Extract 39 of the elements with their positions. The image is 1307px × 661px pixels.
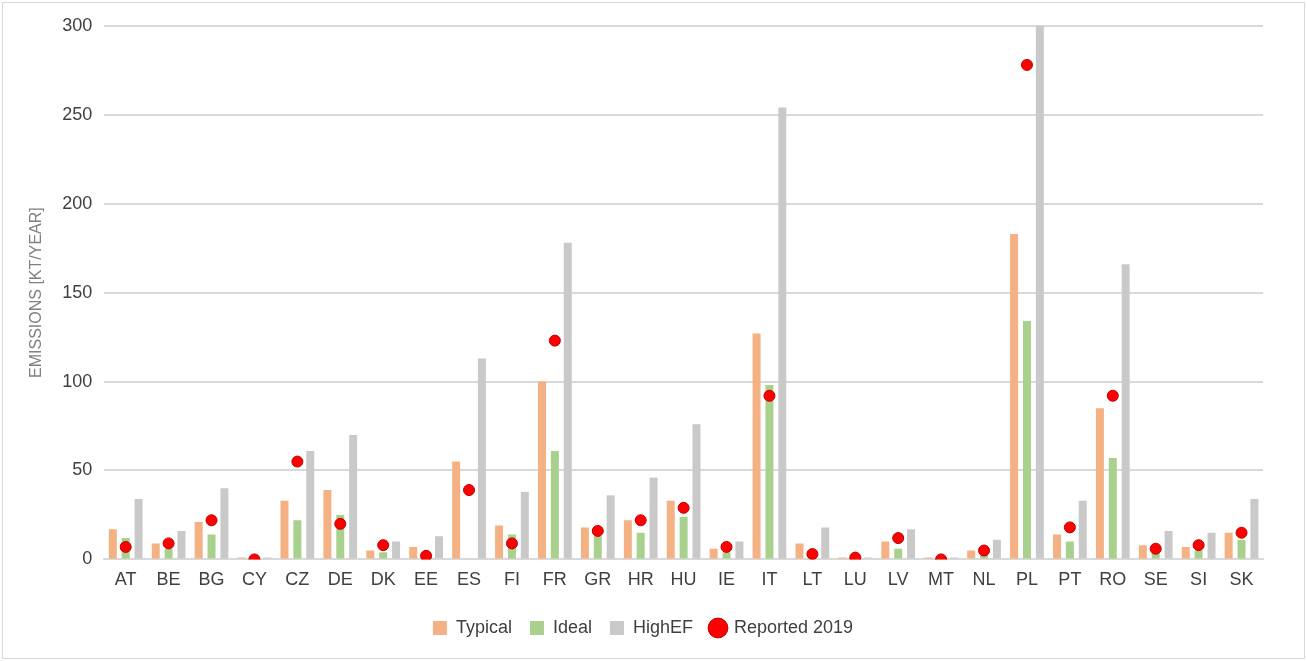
y-tick-label: 300	[62, 14, 93, 35]
x-tick-label: SI	[1190, 569, 1208, 590]
x-tick-label: PT	[1058, 569, 1082, 590]
x-tick-label: FI	[503, 569, 520, 590]
x-tick-label: IT	[761, 569, 778, 590]
x-tick-label: PL	[1015, 569, 1038, 590]
legend-label: HighEF	[632, 616, 693, 637]
x-tick-label: NL	[972, 569, 996, 590]
x-tick-label: SE	[1143, 569, 1168, 590]
x-tick-label: LU	[843, 569, 867, 590]
x-tick-label: RO	[1099, 569, 1127, 590]
y-tick-label: 50	[72, 459, 93, 480]
x-tick-label: SK	[1229, 569, 1254, 590]
x-tick-label: IE	[718, 569, 736, 590]
x-tick-label: ES	[457, 569, 482, 590]
y-tick-label: 0	[82, 548, 93, 569]
x-tick-label: BG	[198, 569, 225, 590]
y-tick-label: 200	[62, 192, 93, 213]
x-tick-label: AT	[114, 569, 137, 590]
legend-label: Ideal	[552, 616, 592, 637]
y-tick-label: 250	[62, 103, 93, 124]
x-tick-label: GR	[584, 569, 612, 590]
x-tick-label: BE	[156, 569, 181, 590]
x-tick-label: FR	[542, 569, 567, 590]
x-tick-label: HU	[670, 569, 697, 590]
y-tick-label: 150	[62, 281, 93, 302]
x-tick-label: DK	[370, 569, 396, 590]
legend-label: Typical	[455, 616, 512, 637]
x-tick-label: LV	[887, 569, 909, 590]
x-tick-label: CY	[241, 569, 267, 590]
x-tick-label: CZ	[285, 569, 310, 590]
legend-label: Reported 2019	[733, 616, 854, 637]
x-tick-label: LT	[802, 569, 823, 590]
x-tick-label: MT	[928, 569, 955, 590]
x-tick-label: HR	[627, 569, 654, 590]
y-axis-title: EMISSIONS [KT/YEAR]	[27, 207, 45, 378]
x-tick-label: DE	[327, 569, 353, 590]
y-tick-label: 100	[62, 370, 93, 391]
x-tick-label: EE	[414, 569, 439, 590]
